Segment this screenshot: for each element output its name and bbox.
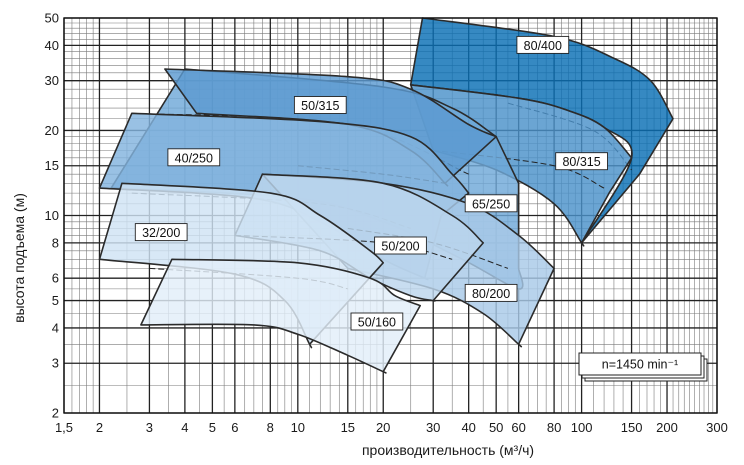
field-label-text: 80/315 <box>562 155 600 169</box>
field-label: 50/200 <box>374 236 427 255</box>
field-label: 80/400 <box>516 35 570 54</box>
x-tick-label: 2 <box>96 420 103 435</box>
y-tick-label: 30 <box>45 73 59 88</box>
field-label-text: 50/315 <box>301 99 339 113</box>
field-label: 32/200 <box>134 223 188 242</box>
field-label-box <box>350 312 404 331</box>
y-tick-label: 10 <box>45 208 59 223</box>
x-tick-label: 20 <box>376 420 390 435</box>
x-tick-label: 4 <box>181 420 188 435</box>
speed-label: n=1450 min⁻¹ <box>602 358 678 372</box>
field-label-text: 80/200 <box>472 287 510 301</box>
x-axis-label: производительность (м³/ч) <box>362 442 534 458</box>
field-label: 65/250 <box>464 194 518 213</box>
x-tick-label: 5 <box>209 420 216 435</box>
y-tick-label: 4 <box>52 320 59 335</box>
x-tick-label: 300 <box>706 420 728 435</box>
field-label-box <box>293 96 347 114</box>
pump-field-50-160 <box>140 258 421 374</box>
x-tick-label: 40 <box>461 420 475 435</box>
x-tick-label: 15 <box>341 420 355 435</box>
field-label-box <box>374 236 427 255</box>
y-axis-label: высота подъема (м) <box>11 193 27 323</box>
field-label: 50/160 <box>350 312 404 331</box>
field-label-text: 80/400 <box>524 39 562 53</box>
y-tick-label: 5 <box>52 293 59 308</box>
field-label-text: 65/250 <box>472 197 510 211</box>
x-tick-label: 80 <box>547 420 561 435</box>
y-tick-label: 8 <box>52 235 59 250</box>
field-label: 40/250 <box>167 148 221 167</box>
field-label-text: 40/250 <box>175 151 213 165</box>
x-tick-label: 150 <box>621 420 643 435</box>
x-tick-label: 10 <box>291 420 305 435</box>
field-label-box <box>464 283 518 302</box>
y-tick-label: 6 <box>52 271 59 286</box>
y-tick-label: 2 <box>52 406 59 421</box>
axes: 1,5 2 3 4 5 6 8 10 15 20 30 40 50 60 80 100 150 200 300234… <box>45 11 728 436</box>
y-tick-label: 15 <box>45 158 59 173</box>
field-label-box <box>516 35 570 54</box>
field-label-text: 50/200 <box>381 240 419 254</box>
field-label-box <box>134 223 188 242</box>
field-label-box <box>464 194 518 213</box>
speed-box <box>578 352 702 376</box>
x-tick-label: 8 <box>267 420 274 435</box>
pump-labels: 80/400 80/315 65/250 50/315 40/250 80/200 50/2… <box>134 35 608 331</box>
y-tick-label: 40 <box>45 38 59 53</box>
plot-frame <box>63 17 718 414</box>
x-tick-label: 30 <box>426 420 440 435</box>
field-label-box <box>167 148 221 167</box>
field-label-box <box>555 152 608 171</box>
y-tick-label: 3 <box>52 356 59 371</box>
field-label: 80/315 <box>555 152 608 171</box>
x-tick-label: 50 <box>489 420 503 435</box>
x-tick-label: 200 <box>656 420 678 435</box>
x-tick-label: 60 <box>511 420 525 435</box>
field-label: 50/315 <box>293 96 347 114</box>
field-label-text: 32/200 <box>142 226 180 240</box>
field-label: 80/200 <box>464 283 518 302</box>
y-tick-label: 50 <box>45 11 59 26</box>
x-tick-label: 6 <box>231 420 238 435</box>
field-label-text: 50/160 <box>358 316 396 330</box>
y-tick-label: 20 <box>45 123 59 138</box>
field-area <box>140 258 421 374</box>
x-tick-label: 100 <box>571 420 593 435</box>
speed-legend: n=1450 min⁻¹ <box>578 352 708 382</box>
x-tick-label: 1,5 <box>55 420 73 435</box>
x-tick-label: 3 <box>146 420 153 435</box>
